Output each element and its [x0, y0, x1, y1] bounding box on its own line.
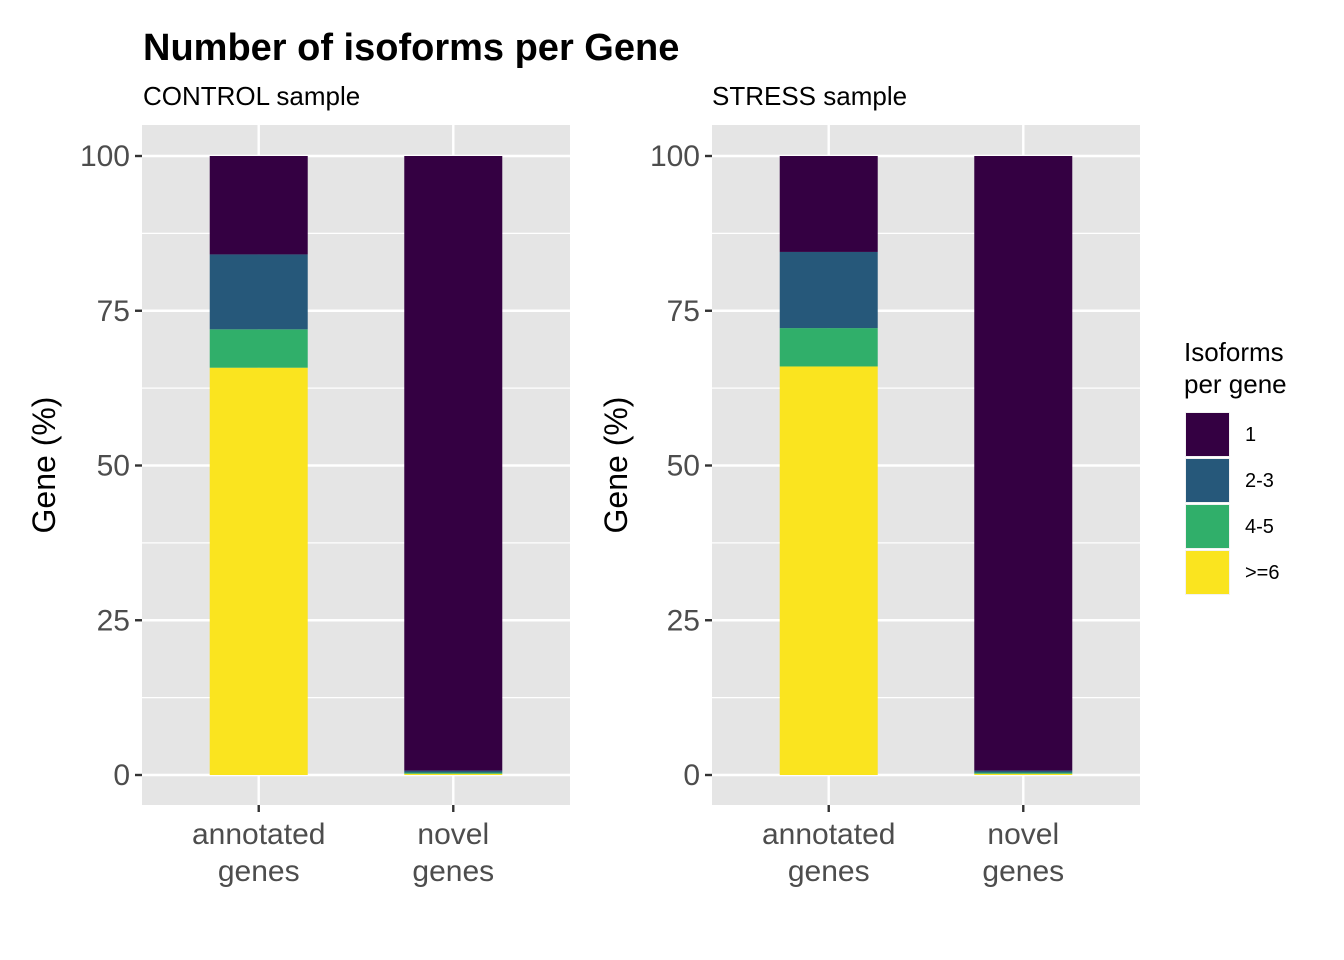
legend-swatch: [1186, 413, 1229, 456]
legend-label: 2-3: [1245, 470, 1274, 492]
stress-bar-segment: [974, 770, 1073, 773]
legend-label: 4-5: [1245, 516, 1274, 538]
stress-bar-segment: [779, 156, 878, 252]
control-panel: CONTROL sample Gene (%) 0 25 50 75 100 annota…: [26, 81, 570, 888]
control-bar-segment: [404, 156, 503, 771]
stress-bar-segment: [779, 366, 878, 775]
control-bar-segment: [209, 156, 308, 255]
stress-x-tick-label: novel: [987, 818, 1059, 851]
control-y-tick-label: 0: [113, 759, 130, 792]
legend-title-line1: Isoforms: [1184, 337, 1284, 367]
control-y-tick-label: 25: [97, 604, 130, 637]
chart-title: Number of isoforms per Gene: [143, 27, 679, 69]
legend-label: >=6: [1245, 562, 1279, 584]
stress-bar-segment: [779, 328, 878, 367]
control-y-tick-label: 50: [97, 450, 130, 483]
control-x-tick-label: genes: [218, 855, 300, 888]
control-y-tick-label: 75: [97, 295, 130, 328]
stress-subtitle: STRESS sample: [712, 81, 907, 111]
stress-y-tick-label: 100: [650, 140, 700, 173]
control-bar-segment: [404, 770, 503, 773]
stress-bar-segment: [974, 773, 1073, 775]
stress-panel: STRESS sample Gene (%) 0 25 50 75 100 annotat…: [598, 81, 1140, 888]
control-y-axis-title: Gene (%): [26, 397, 62, 534]
control-bar-segment: [209, 254, 308, 330]
legend-swatch: [1186, 505, 1229, 548]
stress-bar-segment: [974, 772, 1073, 774]
stress-bar-segment: [974, 156, 1073, 771]
control-y-tick-label: 100: [80, 140, 130, 173]
stress-y-tick-label: 25: [667, 604, 700, 637]
control-x-tick-label: novel: [417, 818, 489, 851]
stress-x-tick-label: annotated: [762, 818, 895, 851]
stress-y-tick-label: 50: [667, 450, 700, 483]
legend-title-line2: per gene: [1184, 369, 1287, 399]
legend-label: 1: [1245, 424, 1256, 446]
stress-x-tick-label: genes: [982, 855, 1064, 888]
control-subtitle: CONTROL sample: [143, 81, 360, 111]
stress-y-axis-title: Gene (%): [598, 397, 634, 534]
control-bar-segment: [404, 773, 503, 775]
stress-y-tick-label: 75: [667, 295, 700, 328]
control-bar-segment: [209, 329, 308, 368]
control-x-tick-label: genes: [412, 855, 494, 888]
control-bar-segment: [404, 772, 503, 774]
legend: Isoforms per gene 1 2-3 4-5 >=6: [1184, 337, 1287, 595]
stress-x-tick-label: genes: [788, 855, 870, 888]
control-bar-segment: [209, 367, 308, 775]
legend-swatch: [1186, 551, 1229, 594]
control-x-tick-label: annotated: [192, 818, 325, 851]
stress-bar-segment: [779, 251, 878, 329]
stress-y-tick-label: 0: [683, 759, 700, 792]
legend-swatch: [1186, 459, 1229, 502]
